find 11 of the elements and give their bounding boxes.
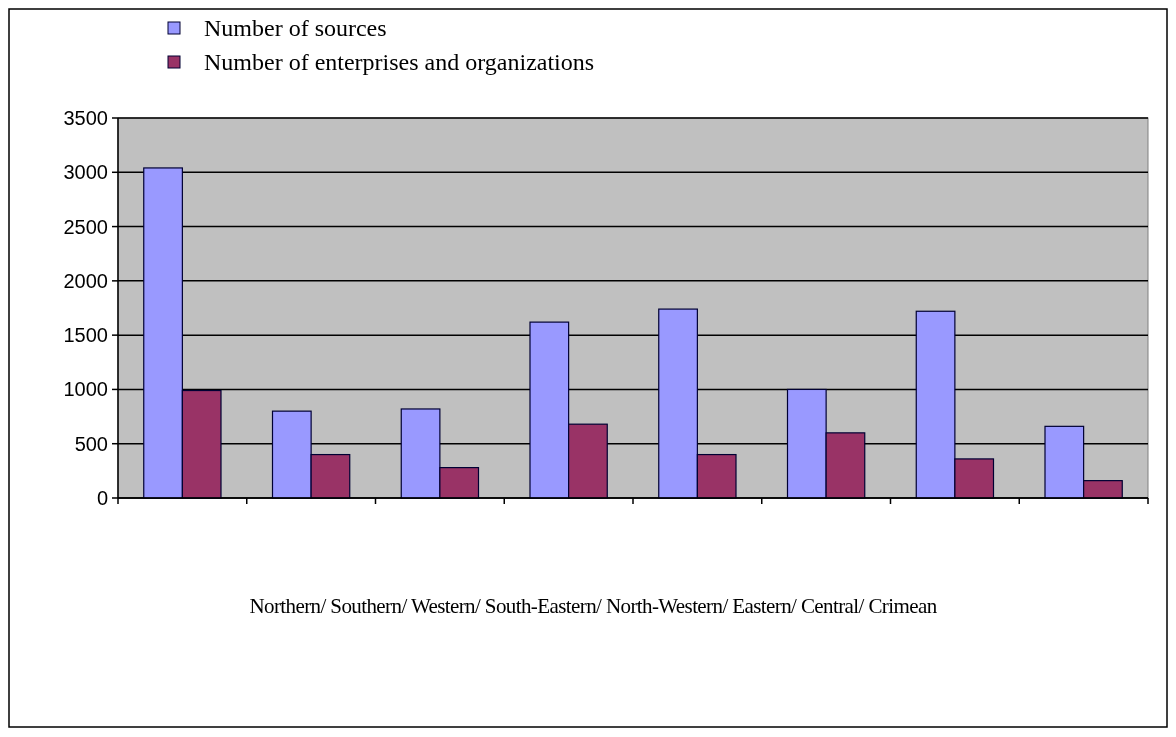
y-tick-label: 1500 xyxy=(63,324,108,347)
y-tick-label: 2500 xyxy=(63,215,108,238)
legend-label: Number of enterprises and organizations xyxy=(204,49,595,76)
y-tick-label: 3000 xyxy=(63,161,108,184)
y-tick-label: 2000 xyxy=(63,269,108,292)
y-tick-label: 3500 xyxy=(63,107,108,129)
legend-label: Number of sources xyxy=(204,15,387,42)
y-tick-label: 500 xyxy=(74,432,108,455)
y-tick-label: 1000 xyxy=(63,378,108,401)
x-axis-title: Northern/ Southern/ Western/ South-Eastern/ North-Western/ Eastern/ Central/ Crimean xyxy=(249,594,938,618)
y-tick-label: 0 xyxy=(96,487,108,509)
